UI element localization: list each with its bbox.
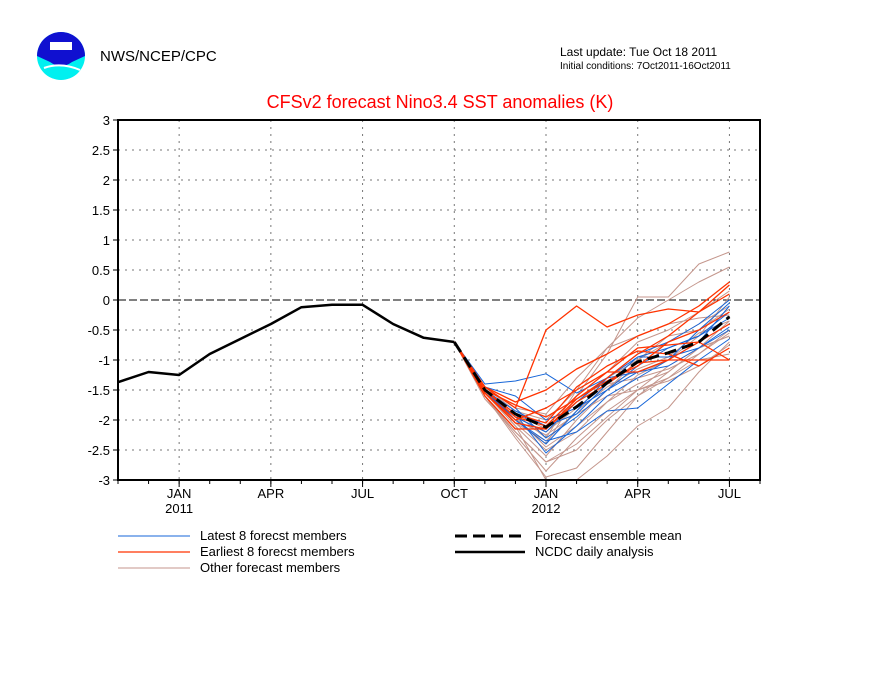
plot-frame xyxy=(117,119,761,481)
earliest-member-line xyxy=(453,281,730,403)
last-update: Last update: Tue Oct 18 2011 xyxy=(560,45,718,59)
grid xyxy=(118,120,760,480)
y-tick-label: 0 xyxy=(103,293,110,308)
noaa-logo xyxy=(37,32,85,80)
y-tick-label: 2.5 xyxy=(92,143,110,158)
legend: Latest 8 forecst members Earliest 8 fore… xyxy=(118,528,682,575)
x-tick-label: APR xyxy=(257,486,284,501)
earliest-member-line xyxy=(453,284,730,430)
legend-label-mean: Forecast ensemble mean xyxy=(535,528,682,543)
y-tick-label: 2 xyxy=(103,173,110,188)
ensemble-mean-line xyxy=(453,315,731,429)
y-tick-label: -2 xyxy=(98,413,110,428)
legend-label-other: Other forecast members xyxy=(200,560,341,575)
org-name: NWS/NCEP/CPC xyxy=(100,48,217,65)
y-tick-label: -0.5 xyxy=(88,323,110,338)
series xyxy=(117,251,731,481)
x-tick-year: 2012 xyxy=(532,501,561,516)
y-tick-label: 1 xyxy=(103,233,110,248)
other-member-line xyxy=(453,329,730,463)
x-tick-label: OCT xyxy=(441,486,469,501)
x-tick-year: 2011 xyxy=(165,501,193,516)
legend-label-latest: Latest 8 forecst members xyxy=(200,528,347,543)
y-tick-label: 1.5 xyxy=(92,203,110,218)
earliest-member-line xyxy=(453,311,730,418)
initial-conditions: Initial conditions: 7Oct2011-16Oct2011 xyxy=(560,61,731,72)
y-tick-label: -3 xyxy=(98,473,110,488)
x-tick-label: JUL xyxy=(718,486,741,501)
x-tick-label: APR xyxy=(624,486,651,501)
latest-member-line xyxy=(453,302,730,445)
x-tick-label: JUL xyxy=(351,486,374,501)
analysis-line xyxy=(117,303,455,384)
x-tick-label: JAN xyxy=(167,486,192,501)
chart-title: CFSv2 forecast Nino3.4 SST anomalies (K) xyxy=(267,92,614,112)
legend-label-analysis: NCDC daily analysis xyxy=(535,544,654,559)
other-member-line xyxy=(453,266,730,439)
y-tick-label: -1 xyxy=(98,353,110,368)
legend-label-earliest: Earliest 8 forecst members xyxy=(200,544,355,559)
y-tick-label: -1.5 xyxy=(88,383,110,398)
x-tick-label: JAN xyxy=(534,486,559,501)
y-tick-label: 3 xyxy=(103,113,110,128)
y-tick-label: -2.5 xyxy=(88,443,110,458)
y-axis: 3 2.5 2 1.5 1 0.5 0 -0.5 -1 -1.5 -2 -2.5 -3 xyxy=(88,113,118,488)
y-tick-label: 0.5 xyxy=(92,263,110,278)
